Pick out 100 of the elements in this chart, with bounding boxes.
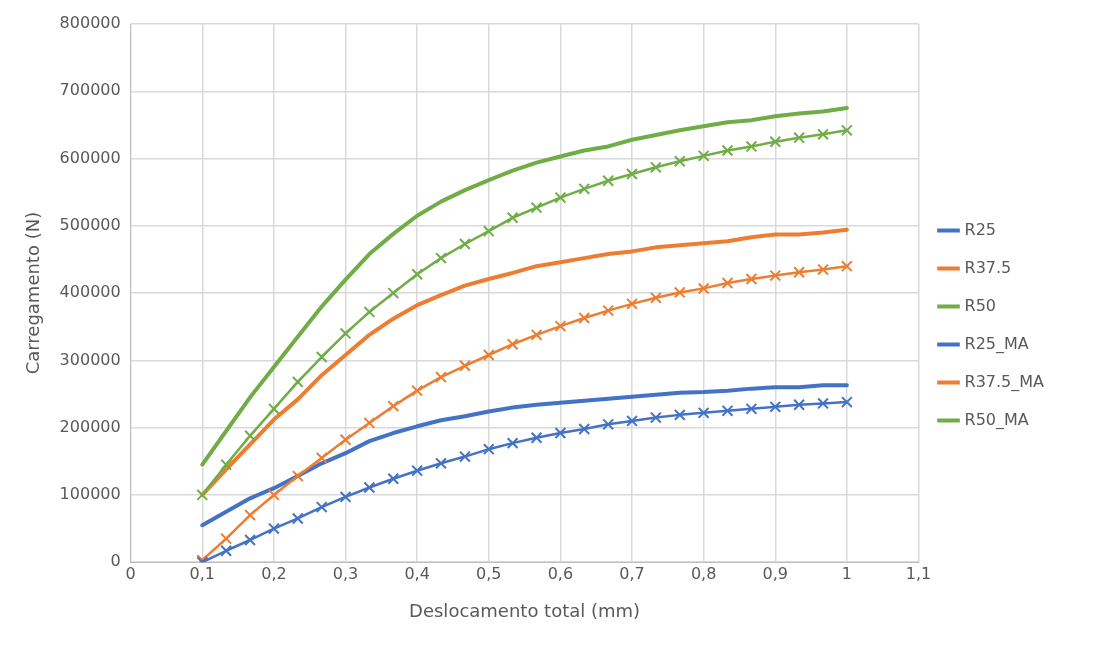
point (554, 320, 567, 333)
point (458, 359, 471, 372)
x-tick-label: 0,1 (189, 563, 216, 583)
point (721, 144, 734, 157)
point (649, 411, 662, 424)
point (458, 450, 471, 463)
point (673, 408, 686, 421)
point (458, 238, 471, 250)
point (554, 191, 567, 204)
legend-label: R25 (964, 219, 996, 239)
point (626, 297, 638, 310)
legend-label: R37.5 (964, 257, 1012, 277)
x-tick-label: 0,3 (332, 563, 359, 583)
point (363, 481, 376, 494)
point (339, 490, 352, 503)
point (554, 427, 567, 439)
point (244, 509, 257, 522)
point (793, 131, 806, 144)
point (411, 268, 424, 281)
point (267, 522, 280, 535)
point (602, 174, 615, 187)
point (506, 211, 519, 224)
point (697, 282, 710, 295)
x-tick-label: 0,6 (547, 563, 574, 583)
point (291, 470, 304, 483)
point (578, 312, 591, 324)
point (793, 266, 806, 279)
point (435, 371, 447, 384)
point (649, 161, 662, 174)
y-tick-label: 200000 (59, 416, 121, 436)
point (840, 124, 853, 137)
point (602, 418, 615, 431)
legend-label: R50_MA (964, 409, 1029, 430)
x-tick-label: 0 (125, 563, 136, 583)
point (840, 260, 853, 273)
point (220, 532, 233, 545)
point (387, 287, 400, 300)
point (363, 305, 376, 318)
x-tick-label: 1,1 (905, 563, 932, 583)
point (817, 128, 829, 141)
x-tick-label: 0,5 (476, 563, 502, 583)
point (530, 431, 543, 444)
legend-label: R25_MA (964, 333, 1029, 354)
point (649, 291, 662, 304)
point (196, 488, 209, 501)
point (482, 225, 495, 238)
y-axis-title: Carregamento (N) (22, 211, 44, 375)
point (673, 155, 686, 168)
x-tick-label: 0,9 (762, 563, 788, 583)
point (530, 201, 543, 214)
point (291, 512, 304, 525)
point (840, 396, 853, 409)
point (315, 451, 328, 464)
x-tick-label: 0,2 (261, 563, 287, 583)
y-tick-label: 600000 (59, 147, 121, 167)
point (339, 433, 352, 446)
point (435, 457, 447, 470)
point (220, 458, 233, 471)
x-tick-label: 0,8 (690, 563, 717, 583)
point (721, 277, 734, 289)
point (626, 414, 638, 427)
point (363, 416, 376, 429)
point (817, 397, 829, 410)
point (721, 404, 734, 417)
point (387, 400, 400, 413)
point (817, 263, 829, 276)
point (339, 327, 352, 340)
point (482, 443, 495, 456)
point (387, 472, 400, 485)
point (315, 351, 328, 363)
point (578, 182, 591, 195)
x-tick-label: 0,4 (404, 563, 430, 583)
y-tick-label: 500000 (59, 214, 121, 234)
point (745, 402, 758, 415)
point (244, 429, 257, 442)
point (602, 304, 615, 317)
point (411, 384, 424, 397)
point (697, 149, 710, 162)
point (745, 140, 758, 153)
point (267, 488, 280, 501)
point (769, 400, 782, 413)
point (626, 168, 638, 180)
point (506, 437, 519, 450)
point (435, 252, 447, 265)
point (769, 135, 782, 148)
point (244, 534, 257, 546)
point (482, 349, 495, 361)
point (673, 286, 686, 299)
x-tick-label: 0,7 (619, 563, 645, 583)
legend-label: R37.5_MA (964, 371, 1045, 392)
point (793, 398, 806, 411)
point (769, 269, 782, 282)
point (267, 402, 280, 415)
y-tick-label: 300000 (59, 349, 121, 369)
point (530, 328, 543, 341)
x-tick-label: 1 (841, 563, 852, 583)
point (291, 375, 304, 388)
point (578, 423, 591, 435)
point (697, 406, 710, 419)
y-tick-label: 800000 (59, 13, 121, 33)
